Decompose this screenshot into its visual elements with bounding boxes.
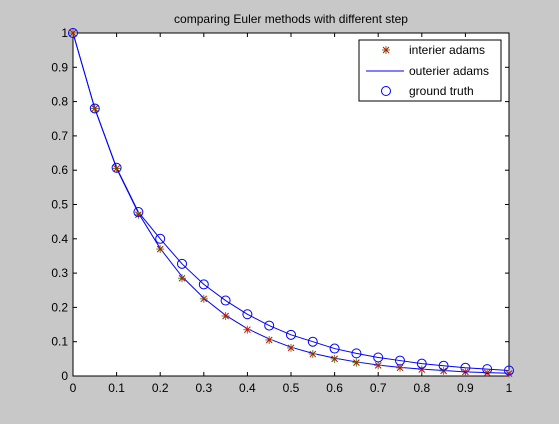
legend: interier adams outerier adams ground truth — [358, 39, 502, 102]
point-ground-truth — [68, 28, 78, 38]
point-interier-adams — [374, 361, 383, 370]
legend-marker-interier-adams — [382, 46, 390, 54]
point-ground-truth — [307, 336, 318, 347]
x-tick-label: 0.4 — [239, 381, 256, 395]
y-tick-label: 0.1 — [51, 335, 68, 349]
y-tick-label: 1 — [61, 26, 68, 40]
point-interier-adams — [352, 358, 361, 367]
point-ground-truth — [460, 362, 471, 373]
y-tick-label: 0.5 — [51, 198, 68, 212]
x-tick-label: 0.8 — [413, 381, 430, 395]
point-ground-truth — [416, 358, 427, 369]
x-tick-label: 0.7 — [370, 381, 387, 395]
y-tick-label: 0 — [61, 369, 68, 383]
point-ground-truth — [198, 279, 209, 290]
x-tick-label: 0.5 — [283, 381, 300, 395]
point-ground-truth — [504, 365, 514, 376]
point-interier-adams — [330, 354, 339, 363]
point-ground-truth — [177, 258, 187, 269]
y-tick-label: 0.9 — [51, 60, 68, 74]
point-ground-truth — [242, 309, 253, 320]
point-ground-truth — [111, 162, 122, 173]
series-layer — [68, 28, 514, 378]
point-ground-truth — [155, 233, 166, 244]
point-interier-adams — [199, 294, 208, 303]
y-tick-label: 0.2 — [51, 300, 68, 314]
point-interier-adams — [134, 210, 143, 219]
y-tick-label: 0.4 — [51, 232, 68, 246]
point-ground-truth — [351, 348, 362, 359]
legend-label: outerier adams — [409, 64, 489, 78]
legend-marker-ground-truth — [381, 86, 391, 96]
point-ground-truth — [133, 207, 144, 218]
y-tick-label: 0.7 — [51, 129, 68, 143]
point-ground-truth — [220, 295, 231, 306]
point-interier-adams — [90, 104, 99, 113]
point-interier-adams — [156, 245, 165, 254]
point-interier-adams — [69, 29, 77, 37]
point-interier-adams — [178, 274, 186, 283]
point-ground-truth — [395, 355, 405, 366]
x-tick-label: 0.9 — [457, 381, 474, 395]
series-line-ground-truth — [72, 32, 510, 372]
point-interier-adams — [265, 335, 274, 344]
point-ground-truth — [329, 343, 340, 354]
point-interier-adams — [505, 369, 513, 378]
x-tick-label: 1 — [506, 381, 513, 395]
legend-label: ground truth — [409, 84, 474, 98]
point-interier-adams — [287, 343, 295, 352]
x-tick-label: 0.6 — [326, 381, 343, 395]
point-interier-adams — [308, 350, 317, 359]
point-ground-truth — [264, 320, 275, 331]
y-tick-label: 0.6 — [51, 163, 68, 177]
x-tick-label: 0 — [70, 381, 77, 395]
x-tick-label: 0.3 — [195, 381, 212, 395]
point-interier-adams — [439, 366, 448, 375]
point-interier-adams — [221, 311, 230, 320]
x-tick-label: 0.2 — [152, 381, 169, 395]
axis-ticks: 0 0.1 0.2 0.3 0.4 0.5 0.6 0.7 0.8 0.9 1 0 0.1 0.2 0.3 0… — [51, 26, 512, 395]
y-tick-label: 0.8 — [51, 95, 68, 109]
x-tick-label: 0.1 — [108, 381, 125, 395]
point-ground-truth — [286, 329, 296, 340]
point-interier-adams — [112, 164, 121, 173]
point-ground-truth — [482, 364, 493, 375]
point-ground-truth — [438, 360, 449, 371]
point-ground-truth — [373, 352, 384, 363]
point-interier-adams — [243, 325, 252, 334]
point-ground-truth — [89, 103, 100, 114]
chart-title: comparing Euler methods with different s… — [174, 12, 408, 26]
y-tick-label: 0.3 — [51, 266, 68, 280]
legend-label: interier adams — [409, 43, 485, 57]
